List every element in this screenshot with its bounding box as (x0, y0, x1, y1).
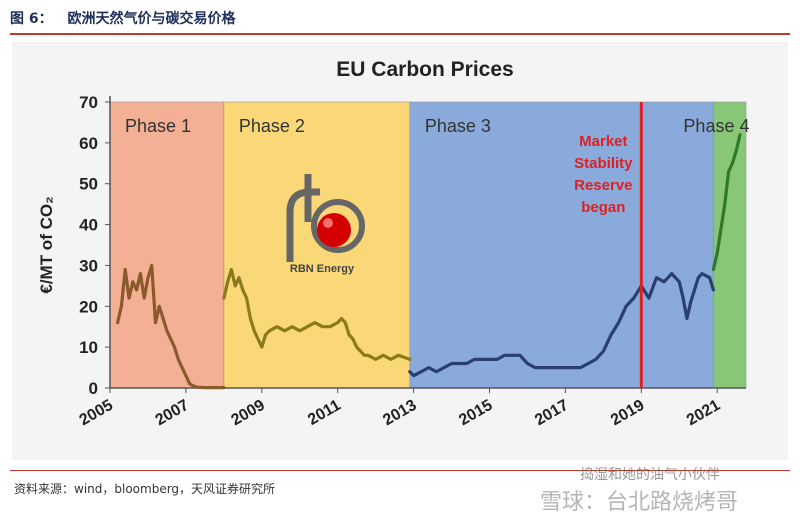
x-tick-label: 2007 (153, 397, 192, 430)
annotation-text-line: Stability (574, 155, 633, 172)
series-line-3 (408, 272, 716, 378)
annotation-text-line: Market (579, 133, 627, 150)
series-line-4 (711, 133, 742, 272)
figure-label: 图 6： (10, 11, 53, 27)
eu-carbon-price-chart: EU Carbon Prices Phase 1 Phase 2 Phase 3 Pha… (37, 58, 749, 430)
logo-ring-icon (311, 199, 365, 253)
chart-title: EU Carbon Prices (336, 58, 513, 81)
y-tick-label: 20 (79, 297, 98, 316)
x-tick-label: 2009 (228, 397, 267, 430)
x-tick-label: 2021 (684, 397, 723, 430)
watermark-line2: 雪球：台北路烧烤哥 (540, 490, 739, 515)
x-tick-label: 2015 (456, 397, 495, 430)
logo-ball-icon (317, 213, 351, 247)
phase-label-2: Phase 2 (239, 116, 305, 136)
y-axis-label: €/MT of CO₂ (37, 196, 56, 293)
phase-band-2 (223, 101, 411, 389)
watermark-line1: 捣湿和她的油气小伙伴 (580, 467, 720, 483)
source-note: 资料来源：wind，bloomberg，天风证券研究所 (14, 482, 276, 496)
x-tick-label: 2011 (305, 397, 344, 429)
figure-title: 欧洲天然气价与碳交易价格 (67, 11, 236, 27)
annotation-text-line: began (581, 199, 625, 216)
figure-header: 图 6： 欧洲天然气价与碳交易价格 (10, 8, 790, 30)
series-line-2 (222, 267, 412, 361)
phase-label-3: Phase 3 (425, 116, 491, 136)
y-tick-label: 10 (79, 338, 98, 357)
y-tick-label: 0 (89, 379, 98, 398)
header-rule (10, 33, 790, 35)
y-tick-label: 30 (79, 256, 98, 275)
y-tick-label: 40 (79, 216, 98, 235)
y-tick-label: 70 (79, 93, 98, 112)
phase-band-1 (109, 101, 225, 389)
logo-highlight-icon (323, 218, 333, 228)
x-tick-label: 2017 (532, 397, 571, 430)
annotation-text-line: Reserve (574, 177, 632, 194)
footer-rule (10, 470, 790, 471)
logo-text: RBN Energy (290, 263, 355, 275)
phase-label-4: Phase 4 (683, 116, 749, 136)
phase-band-3 (409, 101, 714, 389)
x-tick-label: 2019 (608, 397, 647, 430)
x-tick-label: 2005 (77, 397, 116, 430)
series-line-1 (115, 263, 226, 390)
y-tick-label: 60 (79, 134, 98, 153)
x-tick-label: 2013 (380, 397, 419, 430)
phase-label-1: Phase 1 (125, 116, 191, 136)
y-tick-label: 50 (79, 175, 98, 194)
